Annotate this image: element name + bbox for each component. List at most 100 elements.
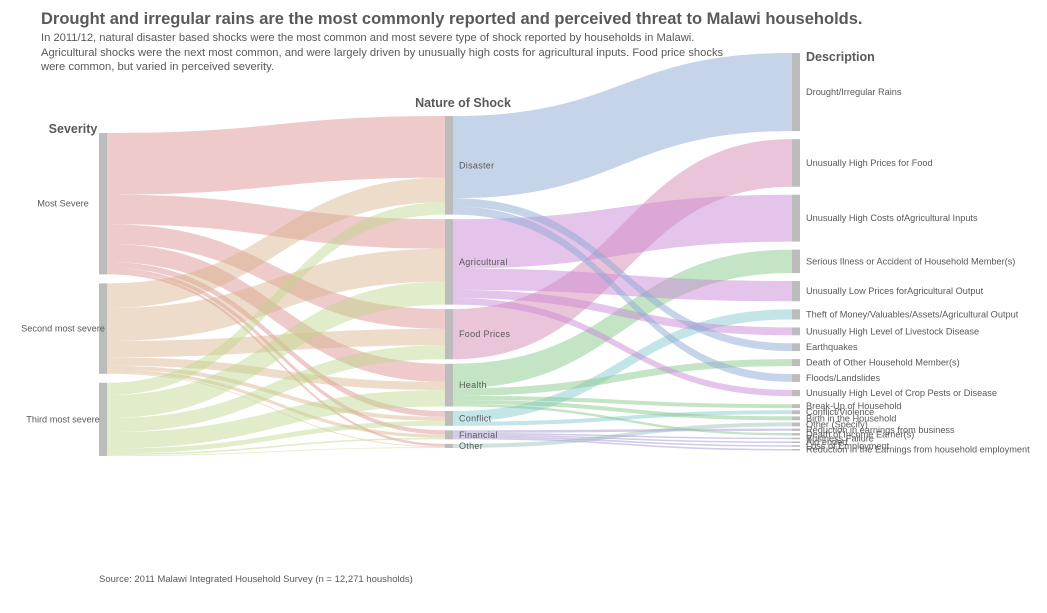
node-description-d_foodprice bbox=[792, 139, 800, 187]
description-label-d_pests: Unusually High Level of Crop Pests or Di… bbox=[806, 388, 997, 398]
description-label-d_busfail: Business Failure bbox=[806, 433, 874, 443]
link-health-d_death_earner bbox=[453, 404, 792, 436]
link-s3-food bbox=[107, 345, 445, 433]
node-description-d_birth bbox=[792, 416, 800, 421]
link-s2-conflict bbox=[107, 365, 445, 421]
node-description-d_earnings_emp bbox=[792, 448, 800, 451]
link-s3-financial bbox=[107, 437, 445, 456]
link-other-d_other bbox=[453, 422, 792, 448]
node-description-d_earnings_bus bbox=[792, 428, 800, 431]
description-label-d_death_other: Death of Other Household Member(s) bbox=[806, 358, 960, 368]
node-description-d_agriinput bbox=[792, 194, 800, 242]
node-description-d_loss_emp bbox=[792, 445, 800, 447]
link-financial-d_earnings_bus bbox=[453, 428, 792, 433]
nature-label-financial: Financial bbox=[459, 430, 498, 440]
description-label-d_drought: Drought/Irregular Rains bbox=[806, 87, 902, 97]
link-s3-agri bbox=[107, 281, 445, 419]
nature-label-health: Health bbox=[459, 380, 487, 390]
link-s1-food bbox=[107, 224, 445, 329]
node-description-d_livestock bbox=[792, 327, 800, 336]
node-labels: Most Severe Second most severe Third most … bbox=[21, 87, 1030, 455]
node-nature-other bbox=[445, 443, 453, 448]
link-s2-agri bbox=[107, 248, 445, 341]
link-agri-d_livestock bbox=[453, 289, 792, 336]
description-label-d_death_earner: Death of Income Earner(s) bbox=[806, 429, 914, 439]
column-title-description: Description bbox=[806, 50, 875, 64]
node-description-d_flood bbox=[792, 374, 800, 382]
source-note: Source: 2011 Malawi Integrated Household… bbox=[99, 574, 413, 585]
node-severity-most-severe bbox=[99, 133, 107, 275]
column-title-nature: Nature of Shock bbox=[415, 96, 511, 110]
nature-label-disaster: Disaster bbox=[459, 160, 494, 170]
description-label-d_conflict: Conflict/Violence bbox=[806, 407, 874, 417]
nature-label-agricultural: Agricultural bbox=[459, 257, 508, 267]
link-health-d_death_other bbox=[453, 359, 792, 396]
node-description-d_pests bbox=[792, 389, 800, 397]
link-s3-disaster bbox=[107, 202, 445, 396]
link-s3-conflict bbox=[107, 420, 445, 454]
node-description-d_illness bbox=[792, 249, 800, 274]
link-financial-d_busfail bbox=[453, 432, 792, 440]
link-s1-other bbox=[107, 271, 445, 447]
link-s2-financial bbox=[107, 369, 445, 438]
link-disaster-d_flood bbox=[453, 206, 792, 382]
chart-subtitle: In 2011/12, natural disaster based shock… bbox=[41, 32, 724, 73]
link-agri-d_agriinput bbox=[453, 194, 792, 269]
description-label-d_breakup: Break-Up of Household bbox=[806, 401, 902, 411]
link-s1-financial bbox=[107, 267, 445, 435]
link-conflict-d_theft bbox=[453, 309, 792, 422]
link-financial-d_loss_emp bbox=[453, 436, 792, 447]
link-financial-d_aid bbox=[453, 434, 792, 443]
node-description-d_drought bbox=[792, 53, 800, 132]
node-nature-agricultural bbox=[445, 219, 453, 305]
node-description-d_earthquake bbox=[792, 343, 800, 352]
description-label-d_other: Other (Specify) bbox=[806, 419, 868, 429]
node-description-d_death_earner bbox=[792, 433, 800, 436]
severity-label-second-most-severe: Second most severe bbox=[21, 324, 105, 334]
description-label-d_lowprice: Unusually Low Prices forAgricultural Out… bbox=[806, 286, 984, 296]
node-description-d_breakup bbox=[792, 404, 800, 409]
link-health-d_breakup bbox=[453, 395, 792, 409]
node-severity-second-most-severe bbox=[99, 283, 107, 374]
link-s2-disaster bbox=[107, 177, 445, 309]
column-title-severity: Severity bbox=[49, 122, 98, 136]
node-nature-conflict bbox=[445, 411, 453, 426]
nature-label-food-prices: Food Prices bbox=[459, 329, 511, 339]
node-description-d_aid bbox=[792, 441, 800, 443]
link-agri-d_lowprice bbox=[453, 268, 792, 302]
description-label-d_earthquake: Earthquakes bbox=[806, 342, 858, 352]
description-label-d_foodprice: Unusually High Prices for Food bbox=[806, 158, 933, 168]
link-s1-agri bbox=[107, 194, 445, 249]
description-label-d_flood: Floods/Landslides bbox=[806, 373, 880, 383]
node-description-d_theft bbox=[792, 309, 800, 320]
link-disaster-d_drought bbox=[453, 53, 792, 199]
node-severity-third-most-severe bbox=[99, 382, 107, 456]
link-s2-food bbox=[107, 328, 445, 358]
description-label-d_theft: Theft of Money/Valuables/Assets/Agricult… bbox=[806, 309, 1019, 319]
description-label-d_illness: Serious Ilness or Accident of Household … bbox=[806, 256, 1015, 266]
description-label-d_earnings_emp: Reduction in the Earnings from household… bbox=[806, 445, 1030, 455]
link-s2-other bbox=[107, 372, 445, 448]
node-nature-financial bbox=[445, 430, 453, 440]
nature-label-other: Other bbox=[459, 441, 483, 451]
link-disaster-d_earthquake bbox=[453, 198, 792, 352]
description-label-d_loss_emp: Loss of Employment bbox=[806, 441, 890, 451]
link-health-d_birth bbox=[453, 399, 792, 421]
link-agri-d_pests bbox=[453, 298, 792, 397]
flow-links bbox=[107, 53, 792, 456]
link-s1-conflict bbox=[107, 262, 445, 417]
link-s1-disaster bbox=[107, 116, 445, 195]
description-label-d_earnings_bus: Reduction in earnings from business bbox=[806, 425, 955, 435]
nature-label-conflict: Conflict bbox=[459, 413, 492, 423]
severity-label-most-severe: Most Severe bbox=[37, 199, 89, 209]
node-description-d_other bbox=[792, 422, 800, 427]
node-description-d_busfail bbox=[792, 437, 800, 440]
description-label-d_birth: Birth in the Household bbox=[806, 413, 896, 423]
node-description-d_conflict bbox=[792, 410, 800, 415]
node-description-d_lowprice bbox=[792, 281, 800, 302]
description-label-d_livestock: Unusually High Level of Livestock Diseas… bbox=[806, 326, 979, 336]
node-bars bbox=[99, 53, 800, 456]
link-conflict-d_conflict bbox=[453, 410, 792, 426]
severity-label-third-most-severe: Third most severe bbox=[26, 414, 100, 424]
